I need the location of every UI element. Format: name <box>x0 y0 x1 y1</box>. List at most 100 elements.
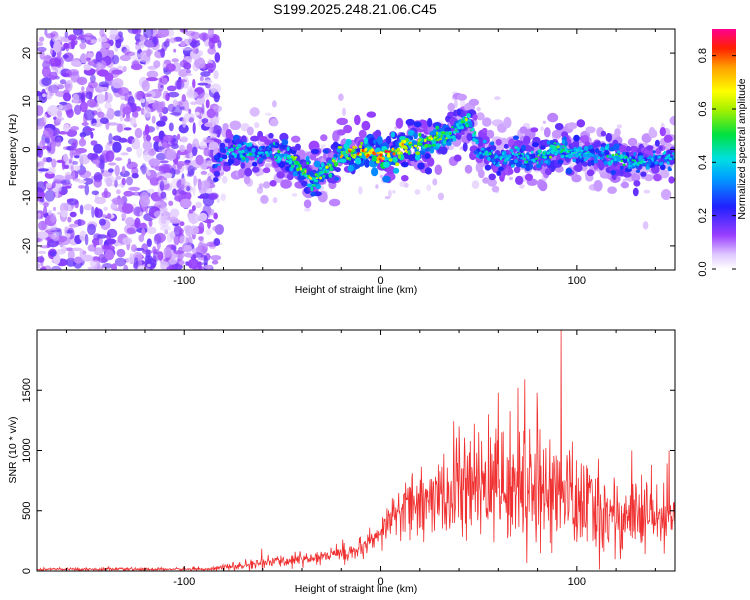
heatmap-signal-blob <box>521 144 526 152</box>
heatmap-noise-blob <box>37 263 41 269</box>
heatmap-signal-blob <box>525 160 529 164</box>
heatmap-noise-blob <box>153 234 162 245</box>
heatmap-noise-blob <box>63 153 69 162</box>
heatmap-signal-blob <box>560 154 565 159</box>
heatmap-noise-blob <box>106 228 118 238</box>
heatmap-halo-blob <box>437 192 444 201</box>
heatmap-noise-blob <box>176 133 181 140</box>
heatmap-noise-blob <box>208 29 214 38</box>
heatmap-signal-blob <box>595 154 599 157</box>
heatmap-signal-blob <box>600 157 603 160</box>
heatmap-noise-blob <box>80 38 87 43</box>
heatmap-signal-blob <box>260 194 269 204</box>
heatmap-signal-blob <box>630 165 633 168</box>
heatmap-signal-blob <box>484 164 492 171</box>
heatmap-noise-blob <box>44 29 48 36</box>
heatmap-signal-blob <box>468 122 473 128</box>
heatmap-signal-blob <box>503 116 512 129</box>
heatmap-noise-blob <box>87 61 96 66</box>
heatmap-signal-blob <box>490 141 495 146</box>
heatmap-halo-blob <box>542 120 547 125</box>
heatmap-signal-blob <box>330 164 333 168</box>
heatmap-signal-blob <box>464 164 473 174</box>
heatmap-signal-blob <box>507 168 514 175</box>
heatmap-noise-blob <box>159 180 165 192</box>
colorbar-tick-label: 0.6 <box>697 101 709 116</box>
heatmap-noise-blob <box>72 247 83 252</box>
heatmap-signal-blob <box>355 146 358 149</box>
heatmap-signal-blob <box>446 141 452 146</box>
heatmap-signal-blob <box>358 129 367 139</box>
heatmap-noise-blob <box>168 258 177 265</box>
heatmap-noise-blob <box>83 203 93 211</box>
heatmap-noise-blob <box>87 152 95 160</box>
heatmap-signal-blob <box>614 128 621 137</box>
heatmap-signal-blob <box>439 146 448 155</box>
heatmap-noise-blob <box>170 143 179 150</box>
heatmap-signal-blob <box>460 125 464 130</box>
heatmap-signal-blob <box>477 152 480 155</box>
heatmap-noise-blob <box>88 81 98 89</box>
heatmap-noise-blob <box>178 124 189 134</box>
heatmap-signal-blob <box>361 120 371 131</box>
heatmap-signal-blob <box>653 153 656 156</box>
heatmap-noise-blob <box>146 48 152 58</box>
heatmap-noise-blob <box>162 141 168 148</box>
heatmap-signal-blob <box>328 198 341 207</box>
x-tick-label: 0 <box>377 576 383 588</box>
heatmap-signal-blob <box>482 117 492 127</box>
heatmap-noise-blob <box>134 217 141 229</box>
heatmap-signal-blob <box>654 139 660 147</box>
heatmap-signal-blob <box>395 117 404 129</box>
heatmap-signal-blob <box>627 158 630 162</box>
heatmap-signal-blob <box>276 171 285 179</box>
heatmap-noise-blob <box>114 257 126 267</box>
heatmap-noise-blob <box>165 63 176 72</box>
heatmap-noise-blob <box>53 174 65 182</box>
heatmap-noise-blob <box>127 29 139 34</box>
heatmap-noise-blob <box>63 124 70 132</box>
heatmap-signal-blob <box>526 152 530 155</box>
heatmap-noise-blob <box>80 29 84 36</box>
heatmap-signal-blob <box>572 155 575 158</box>
heatmap-signal-blob <box>600 146 605 152</box>
heatmap-signal-blob <box>320 134 328 142</box>
heatmap-signal-blob <box>380 159 384 163</box>
heatmap-signal-blob <box>304 169 307 173</box>
heatmap-signal-blob <box>525 146 535 152</box>
heatmap-signal-blob <box>584 152 588 155</box>
heatmap-noise-blob <box>72 93 80 104</box>
heatmap-noise-blob <box>46 156 53 163</box>
heatmap-signal-blob <box>583 146 589 151</box>
heatmap-signal-blob <box>460 121 464 124</box>
heatmap-noise-blob <box>47 105 59 117</box>
heatmap-signal-blob <box>306 161 310 165</box>
heatmap-noise-blob <box>170 244 177 251</box>
heatmap-noise-blob <box>81 122 89 126</box>
heatmap-noise-blob <box>131 138 141 150</box>
heatmap-signal-blob <box>619 165 624 170</box>
heatmap-noise-blob <box>153 60 161 68</box>
heatmap-signal-blob <box>612 153 615 157</box>
heatmap-noise-blob <box>119 110 124 122</box>
heatmap-signal-blob <box>416 146 419 150</box>
heatmap-signal-blob <box>224 138 231 144</box>
heatmap-signal-blob <box>612 156 616 159</box>
heatmap-noise-blob <box>79 204 84 215</box>
heatmap-signal-blob <box>392 156 398 163</box>
colorbar-tick-label: 0.0 <box>697 261 709 276</box>
y-tick-label: -10 <box>21 190 33 206</box>
heatmap-noise-blob <box>135 44 141 51</box>
heatmap-noise-blob <box>86 98 98 108</box>
heatmap-halo-blob <box>358 186 363 195</box>
heatmap-noise-blob <box>187 235 193 247</box>
heatmap-noise-blob <box>160 47 166 58</box>
heatmap-signal-blob <box>233 153 237 159</box>
heatmap-noise-blob <box>59 79 67 85</box>
heatmap-noise-blob <box>188 117 195 123</box>
heatmap-noise-blob <box>126 147 132 152</box>
heatmap-noise-blob <box>111 263 117 270</box>
heatmap-signal-blob <box>378 151 384 155</box>
heatmap-signal-blob <box>437 138 440 142</box>
heatmap-signal-blob <box>453 154 462 162</box>
